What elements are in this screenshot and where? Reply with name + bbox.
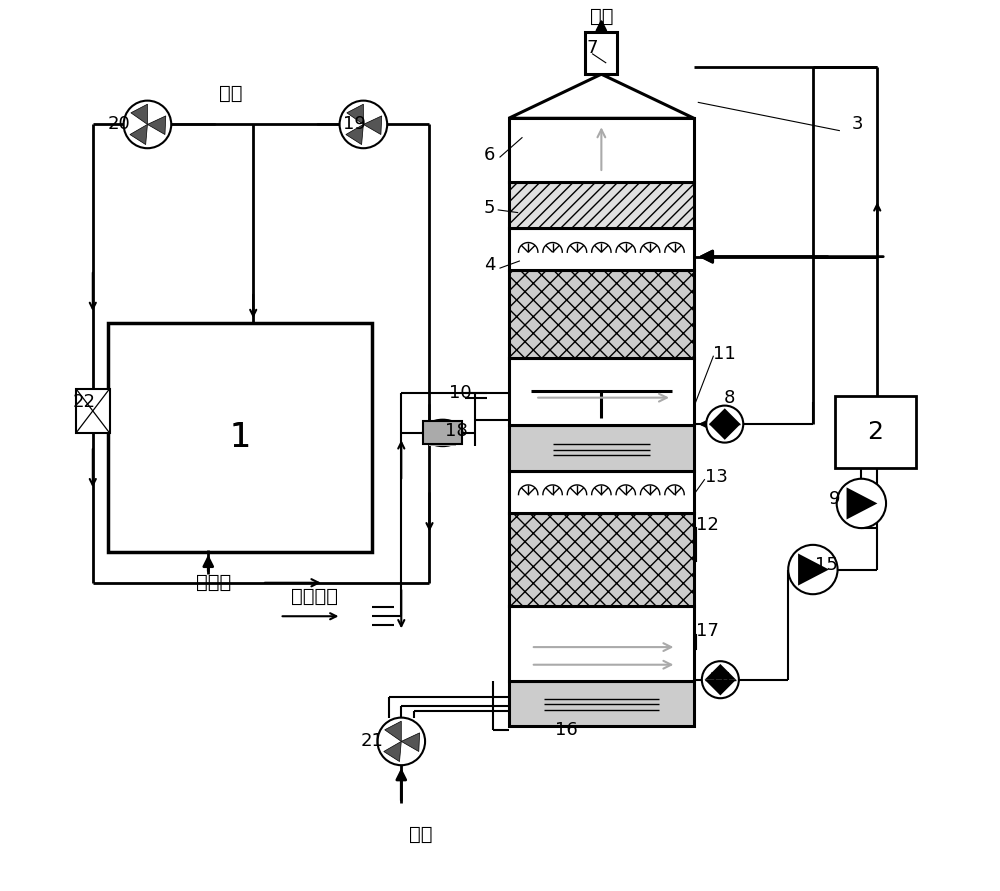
Ellipse shape (423, 420, 463, 446)
Bar (509, 425, 694, 470)
Text: 12: 12 (696, 517, 719, 535)
Text: 21: 21 (361, 732, 384, 750)
Text: 20: 20 (108, 116, 131, 134)
Text: 7: 7 (587, 38, 598, 57)
Bar (108, 323, 372, 552)
Text: 1: 1 (229, 421, 251, 454)
Circle shape (340, 101, 387, 148)
Polygon shape (401, 733, 420, 751)
Circle shape (706, 405, 743, 443)
Bar (509, 358, 694, 425)
Polygon shape (709, 408, 740, 424)
Text: 13: 13 (705, 468, 727, 486)
Bar (509, 470, 694, 513)
Polygon shape (363, 116, 382, 135)
Text: 5: 5 (484, 200, 495, 217)
Bar (509, 227, 694, 270)
Polygon shape (509, 74, 694, 119)
Text: 22: 22 (72, 393, 95, 411)
Polygon shape (384, 741, 401, 762)
Bar (76, 388, 110, 433)
Bar (585, 32, 617, 74)
Text: 2: 2 (867, 420, 883, 444)
Text: 10: 10 (449, 384, 472, 402)
Polygon shape (705, 664, 736, 680)
Text: 16: 16 (555, 721, 577, 739)
Polygon shape (131, 104, 147, 125)
Text: 4: 4 (484, 257, 495, 274)
Polygon shape (705, 680, 736, 696)
Text: 18: 18 (445, 422, 467, 440)
Text: 加湿空气: 加湿空气 (291, 586, 338, 606)
Text: 14: 14 (709, 671, 732, 689)
Polygon shape (130, 125, 147, 144)
Text: 11: 11 (713, 345, 736, 363)
Text: 烟气: 烟气 (219, 84, 243, 103)
Polygon shape (847, 487, 877, 519)
Text: 3: 3 (851, 116, 863, 134)
Polygon shape (709, 424, 740, 440)
Text: 9: 9 (829, 490, 841, 508)
Polygon shape (347, 104, 363, 125)
Bar (509, 681, 694, 726)
Circle shape (702, 661, 739, 699)
Polygon shape (798, 553, 829, 585)
Circle shape (124, 101, 171, 148)
Text: 空气: 空气 (409, 824, 432, 844)
Text: 天然气: 天然气 (196, 573, 231, 593)
Circle shape (837, 478, 886, 528)
Text: 17: 17 (696, 622, 719, 641)
Polygon shape (385, 721, 401, 741)
Bar (429, 420, 456, 446)
Bar (423, 421, 462, 445)
Text: 1: 1 (229, 421, 251, 454)
Bar (509, 513, 694, 606)
Circle shape (788, 545, 838, 594)
Circle shape (377, 717, 425, 765)
Bar (509, 119, 694, 182)
Bar (835, 396, 916, 468)
Polygon shape (147, 116, 166, 135)
Text: 19: 19 (343, 116, 366, 134)
Text: 排烟: 排烟 (590, 6, 613, 26)
Polygon shape (346, 125, 363, 144)
Bar (509, 182, 694, 227)
Bar (509, 270, 694, 358)
Text: 8: 8 (723, 388, 735, 406)
Text: 15: 15 (815, 556, 838, 574)
Text: 6: 6 (484, 146, 495, 164)
Bar (509, 606, 694, 681)
